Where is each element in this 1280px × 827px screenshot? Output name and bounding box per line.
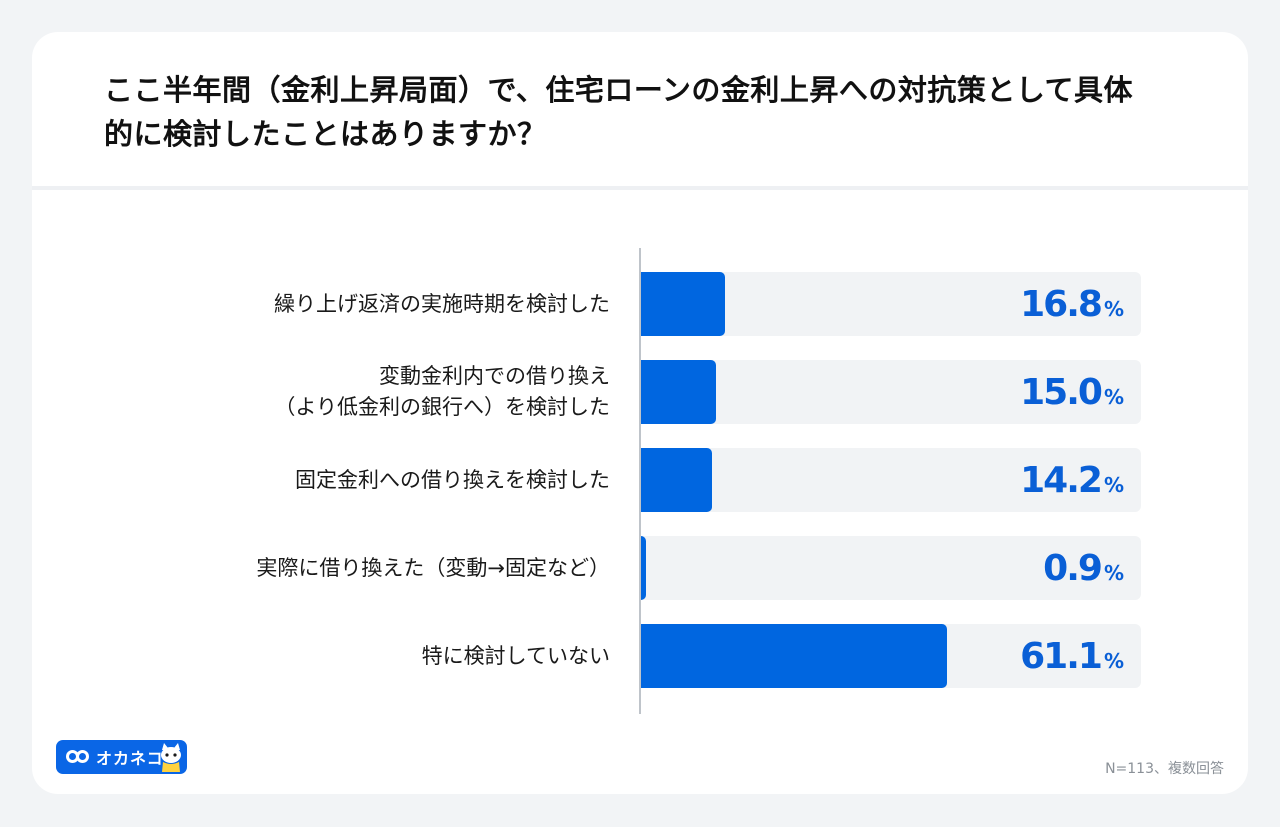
bar-row: 変動金利内での借り換え （より低金利の銀行へ）を検討した 15.0% — [32, 360, 1248, 424]
data-label-value: 16.8 — [1020, 283, 1103, 325]
y-axis-line — [639, 248, 641, 714]
bar-track — [641, 448, 1141, 512]
bar-row: 特に検討していない 61.1% — [32, 624, 1248, 688]
data-label-unit: % — [1103, 385, 1124, 409]
data-label-value: 15.0 — [1020, 371, 1103, 413]
data-label: 61.1% — [1020, 624, 1124, 688]
okaneko-logo: オカネコ — [56, 740, 187, 774]
chart-title-line-2: 的に検討したことはありますか？ — [104, 117, 547, 151]
category-label-line: 特に検討していない — [421, 643, 610, 668]
chart-card: ここ半年間（金利上昇局面）で、住宅ローンの金利上昇への対抗策として具体 的に検討… — [32, 32, 1248, 794]
data-label-unit: % — [1103, 649, 1124, 673]
logo-text: オカネコ — [96, 749, 164, 768]
bar-track — [641, 360, 1141, 424]
chart-title: ここ半年間（金利上昇局面）で、住宅ローンの金利上昇への対抗策として具体 的に検討… — [104, 68, 1184, 156]
data-label: 0.9% — [1043, 536, 1124, 600]
category-label-line: 固定金利への借り換えを検討した — [295, 467, 610, 492]
category-label: 特に検討していない — [422, 624, 610, 688]
bar — [641, 536, 646, 600]
sample-note: N=113、複数回答 — [1105, 761, 1224, 777]
category-label-line: 繰り上げ返済の実施時期を検討した — [274, 291, 610, 316]
data-label: 15.0% — [1020, 360, 1124, 424]
data-label: 14.2% — [1020, 448, 1124, 512]
bar — [641, 360, 716, 424]
category-label: 変動金利内での借り換え （より低金利の銀行へ）を検討した — [274, 360, 610, 424]
bar-row: 実際に借り換えた（変動→固定など） 0.9% — [32, 536, 1248, 600]
bar — [641, 448, 712, 512]
data-label-value: 0.9 — [1043, 547, 1103, 589]
bar-track — [641, 536, 1141, 600]
category-label-line: 実際に借り換えた（変動→固定など） — [256, 555, 610, 580]
bar — [641, 272, 725, 336]
data-label-unit: % — [1103, 561, 1124, 585]
category-label-line: （より低金利の銀行へ）を検討した — [274, 395, 610, 419]
data-label-unit: % — [1103, 473, 1124, 497]
bar-chart: 繰り上げ返済の実施時期を検討した 16.8% 変動金利内での借り換え （より低金利の銀… — [32, 194, 1248, 794]
category-label-line: 変動金利内での借り換え — [379, 364, 610, 388]
cat-mascot-icon — [161, 743, 181, 772]
bar — [641, 624, 947, 688]
infinity-icon — [66, 750, 90, 764]
category-label: 固定金利への借り換えを検討した — [295, 448, 610, 512]
data-label-value: 61.1 — [1020, 635, 1103, 677]
bar-row: 固定金利への借り換えを検討した 14.2% — [32, 448, 1248, 512]
data-label-value: 14.2 — [1020, 459, 1103, 501]
category-label: 実際に借り換えた（変動→固定など） — [256, 536, 610, 600]
data-label-unit: % — [1103, 297, 1124, 321]
data-label: 16.8% — [1020, 272, 1124, 336]
chart-header: ここ半年間（金利上昇局面）で、住宅ローンの金利上昇への対抗策として具体 的に検討… — [32, 32, 1248, 190]
chart-title-line-1: ここ半年間（金利上昇局面）で、住宅ローンの金利上昇への対抗策として具体 — [104, 73, 1134, 107]
category-label: 繰り上げ返済の実施時期を検討した — [274, 272, 610, 336]
bar-row: 繰り上げ返済の実施時期を検討した 16.8% — [32, 272, 1248, 336]
